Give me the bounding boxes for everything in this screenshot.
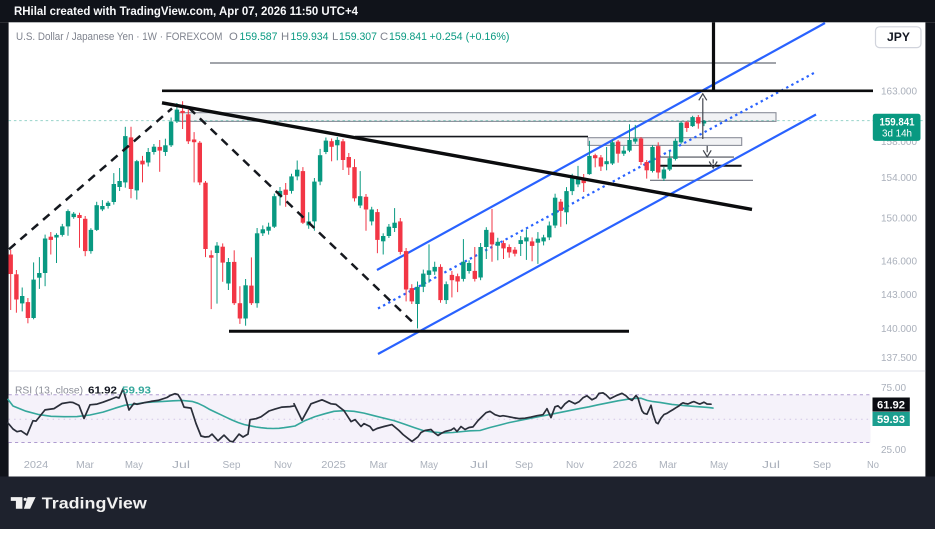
svg-text:Jul: Jul (762, 460, 780, 471)
svg-text:U.S. Dollar / Japanese Yen · 1: U.S. Dollar / Japanese Yen · 1W · FOREXC… (16, 31, 223, 43)
svg-text:Jul: Jul (470, 460, 488, 471)
svg-text:159.841: 159.841 (880, 116, 915, 128)
svg-text:Jul: Jul (172, 460, 190, 471)
svg-text:159.307: 159.307 (339, 31, 377, 43)
svg-text:Mar: Mar (659, 460, 678, 471)
svg-text:137.500: 137.500 (881, 353, 917, 364)
svg-text:159.841: 159.841 (389, 31, 427, 43)
svg-text:140.000: 140.000 (881, 324, 917, 335)
svg-text:75.00: 75.00 (881, 383, 906, 394)
svg-text:RHilal created with TradingVie: RHilal created with TradingView.com, Apr… (14, 6, 359, 18)
svg-text:No: No (867, 460, 879, 471)
svg-text:JPY: JPY (887, 32, 910, 44)
svg-text:2025: 2025 (321, 460, 346, 471)
svg-text:61.92: 61.92 (877, 399, 905, 411)
svg-text:146.000: 146.000 (881, 257, 917, 268)
svg-text:Mar: Mar (76, 460, 95, 471)
svg-text:59.93: 59.93 (122, 386, 151, 397)
svg-text:158.000: 158.000 (881, 137, 917, 148)
svg-text:Sep: Sep (515, 460, 533, 471)
svg-text:L: L (332, 31, 338, 43)
svg-text:143.000: 143.000 (881, 290, 917, 301)
svg-text:May: May (710, 460, 729, 471)
svg-text:61.92: 61.92 (88, 386, 117, 397)
svg-text:TradingView: TradingView (42, 496, 148, 513)
svg-text:Nov: Nov (274, 460, 293, 471)
svg-text:159.587: 159.587 (240, 31, 278, 43)
svg-text:May: May (125, 460, 144, 471)
svg-text:3d 14h: 3d 14h (882, 129, 912, 140)
svg-text:150.000: 150.000 (881, 214, 917, 225)
svg-text:O: O (229, 31, 238, 43)
svg-text:25.00: 25.00 (881, 445, 906, 456)
svg-text:+0.254 (+0.16%): +0.254 (+0.16%) (430, 31, 510, 43)
svg-text:Mar: Mar (370, 460, 389, 471)
svg-text:Sep: Sep (813, 460, 831, 471)
svg-text:2024: 2024 (24, 460, 49, 471)
svg-text:163.000: 163.000 (881, 87, 917, 98)
svg-text:154.000: 154.000 (881, 173, 917, 184)
svg-text:Sep: Sep (223, 460, 241, 471)
svg-text:159.934: 159.934 (291, 31, 329, 43)
svg-text:Nov: Nov (566, 460, 585, 471)
svg-text:H: H (281, 31, 289, 43)
svg-text:May: May (420, 460, 439, 471)
svg-text:RSI (13, close): RSI (13, close) (15, 386, 83, 397)
svg-text:59.93: 59.93 (877, 414, 905, 426)
svg-text:2026: 2026 (613, 460, 638, 471)
svg-text:C: C (380, 31, 388, 43)
